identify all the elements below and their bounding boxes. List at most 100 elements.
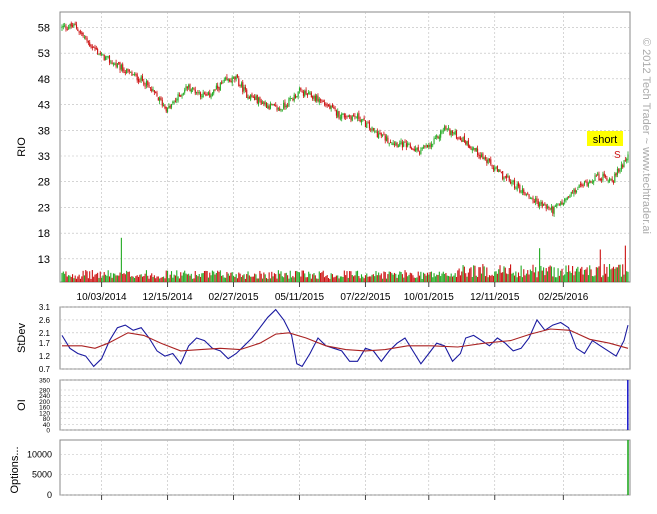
candle-body — [569, 194, 571, 198]
volume-bar — [383, 271, 385, 282]
volume-bar — [581, 266, 583, 282]
price-tick-label: 13 — [38, 254, 50, 266]
volume-bar — [198, 274, 200, 282]
candle-body — [498, 169, 500, 172]
volume-bar — [500, 272, 502, 282]
volume-bar — [292, 275, 294, 282]
candle-body — [500, 171, 502, 173]
volume-bar — [297, 271, 299, 282]
candle-body — [127, 69, 129, 71]
volume-bar — [527, 270, 529, 282]
volume-bar — [98, 277, 100, 282]
volume-bar — [345, 275, 347, 282]
volume-bar — [356, 270, 359, 282]
candle-body — [376, 131, 378, 137]
candle-body — [226, 76, 228, 80]
volume-bar — [144, 273, 146, 282]
candle-body — [118, 62, 120, 64]
candle-body — [495, 166, 497, 168]
candle-body — [166, 107, 169, 113]
candle-body — [528, 194, 530, 198]
candle-body — [213, 89, 215, 94]
volume-bar — [466, 276, 468, 282]
volume-bar — [359, 278, 361, 282]
volume-bar — [188, 273, 190, 282]
candle-body — [177, 94, 179, 101]
candle-body — [135, 74, 137, 76]
oi-axis-label: OI — [16, 399, 28, 411]
volume-bar — [103, 272, 105, 282]
volume-bar — [239, 273, 241, 282]
volume-bar — [582, 274, 584, 282]
candle-body — [589, 180, 591, 184]
volume-bar — [137, 276, 140, 282]
volume-bar — [482, 264, 484, 282]
candle-body — [287, 105, 289, 107]
candle-body — [490, 159, 492, 165]
candle-body — [363, 117, 365, 120]
volume-bar — [140, 274, 142, 282]
volume-bar — [450, 273, 452, 282]
volume-bar — [507, 274, 509, 282]
candle-body — [378, 133, 380, 139]
candle-body — [568, 196, 570, 198]
date-tick-label: 05/11/2015 — [275, 292, 325, 303]
candle-body — [149, 87, 151, 89]
candle-body — [566, 197, 568, 200]
volume-bar — [537, 271, 539, 282]
candle-body — [202, 92, 204, 98]
candle-body — [293, 94, 295, 101]
candle-body — [99, 52, 101, 55]
candle-body — [281, 109, 283, 111]
candle-body — [448, 127, 450, 129]
volume-bar — [521, 277, 524, 282]
candle-body — [606, 177, 608, 180]
candle-body — [418, 152, 421, 154]
volume-bar — [608, 264, 611, 282]
candle-body — [602, 174, 604, 180]
volume-bar — [455, 276, 458, 282]
candle-body — [324, 102, 326, 105]
candle-body — [478, 154, 480, 156]
candle-body — [442, 130, 444, 132]
candle-body — [139, 81, 141, 83]
volume-bar — [623, 274, 625, 282]
candle-body — [343, 114, 345, 118]
candle-body — [457, 137, 459, 139]
volume-bar — [62, 271, 64, 282]
volume-bar — [396, 277, 398, 282]
candle-body — [523, 189, 525, 193]
candle-body — [453, 132, 455, 134]
candle-body — [550, 206, 553, 210]
grid-lines — [60, 12, 630, 496]
candle-body — [114, 63, 116, 65]
volume-bar — [298, 272, 301, 282]
volume-bar — [65, 271, 67, 282]
candle-body — [309, 92, 311, 94]
candle-body — [491, 164, 493, 167]
options-tick-label: 0 — [47, 490, 52, 500]
volume-bar — [279, 273, 281, 282]
volume-bar — [399, 271, 401, 282]
volume-bar — [413, 277, 415, 282]
volume-bar — [490, 275, 492, 282]
volume-bar — [294, 271, 297, 282]
short-signal-box — [587, 131, 623, 146]
date-tick-label: 12/11/2015 — [470, 292, 520, 303]
volume-bar — [145, 270, 147, 282]
candle-body — [463, 135, 465, 142]
volume-bar — [333, 277, 335, 282]
volume-bar — [358, 276, 360, 282]
volume-bar — [235, 274, 237, 282]
candle-body — [98, 54, 100, 55]
candle-body — [516, 184, 518, 190]
candle-body — [296, 96, 298, 98]
candle-body — [598, 174, 600, 180]
stdev-tick-label: 2.1 — [39, 329, 51, 338]
candle-body — [342, 113, 344, 115]
stdev-tick-label: 2.6 — [39, 316, 51, 325]
volume-bar — [205, 270, 207, 282]
volume-bar — [273, 273, 275, 282]
candle-body — [358, 113, 360, 119]
volume-bar — [116, 275, 118, 282]
